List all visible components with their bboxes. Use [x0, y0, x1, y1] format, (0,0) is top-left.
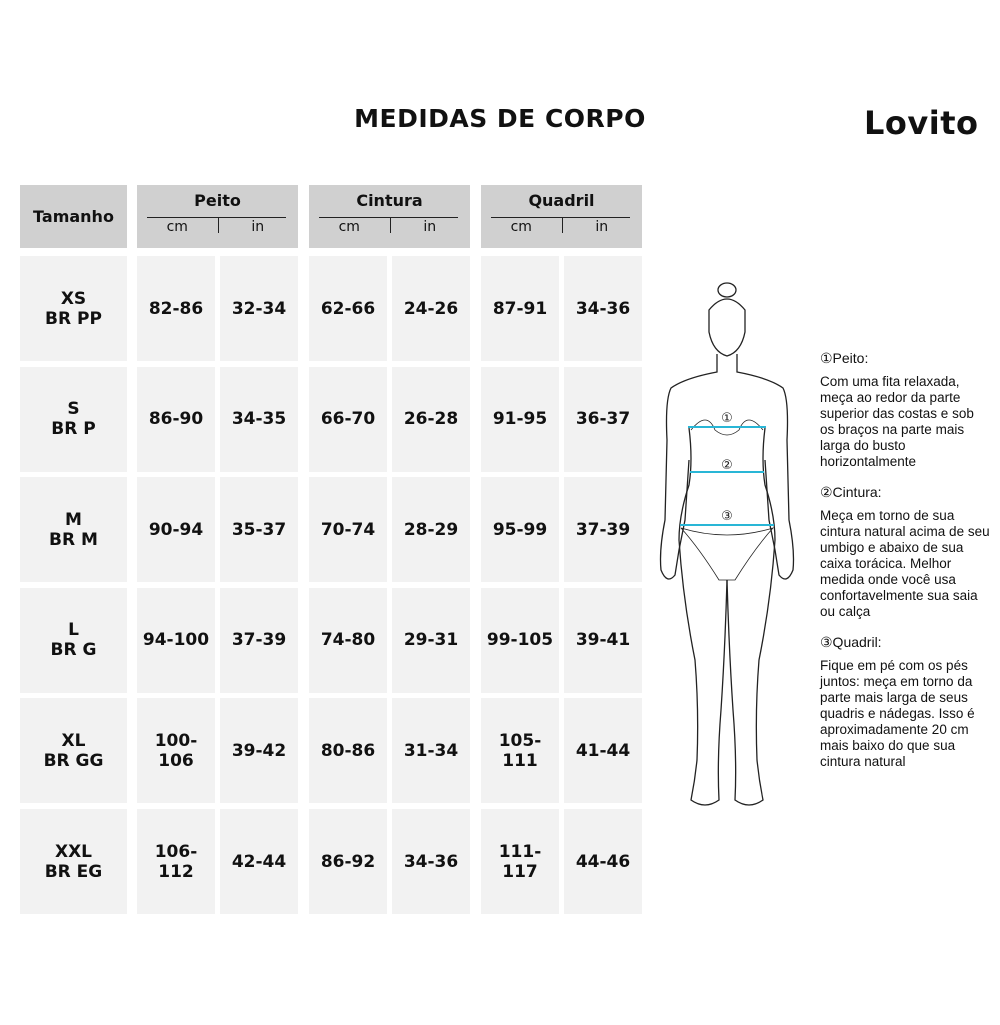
note-title-chest: ①Peito: [820, 350, 869, 366]
header-group-chest: Peito cm in [137, 185, 298, 248]
value-cell: 95-99 [481, 477, 559, 583]
unit-in: in [595, 219, 609, 235]
value-cell: 74-80 [309, 587, 387, 693]
header-size: Tamanho [20, 185, 127, 248]
value-cell: 24-26 [392, 256, 470, 361]
brand-logo: Lovito [864, 104, 979, 142]
size-cell: XXL BR EG [20, 809, 127, 914]
value-cell: 111-117 [481, 809, 559, 914]
value-cell: 99-105 [481, 587, 559, 693]
value-cell: 82-86 [137, 256, 215, 361]
br-size-label: BR P [51, 419, 96, 440]
header-group-hip: Quadril cm in [481, 185, 642, 248]
value-cell: 35-37 [220, 477, 298, 583]
marker-3: ③ [721, 509, 733, 524]
value-cell: 41-44 [564, 698, 642, 804]
value-cell: 105-111 [481, 698, 559, 804]
divider [491, 217, 630, 218]
value-cell: 86-92 [309, 809, 387, 914]
header-group-label: Cintura [356, 191, 423, 210]
value-cell: 36-37 [564, 366, 642, 472]
value-cell: 100-106 [137, 698, 215, 804]
value-cell: 34-36 [564, 256, 642, 361]
divider [561, 217, 563, 233]
size-cell: M BR M [20, 477, 127, 583]
br-size-label: BR EG [44, 861, 103, 882]
value-cell: 87-91 [481, 256, 559, 361]
size-label: XL [61, 730, 86, 751]
value-cell: 94-100 [137, 587, 215, 693]
size-label: XS [60, 288, 87, 309]
size-cell: XS BR PP [20, 256, 127, 361]
value-cell: 34-35 [220, 366, 298, 472]
value-cell: 70-74 [309, 477, 387, 583]
header-group-waist: Cintura cm in [309, 185, 470, 248]
body-figure: ① ② ③ [659, 282, 795, 806]
value-cell: 37-39 [220, 587, 298, 693]
value-cell: 28-29 [392, 477, 470, 583]
br-size-label: BR G [50, 640, 97, 661]
value-cell: 39-41 [564, 587, 642, 693]
br-size-label: BR M [49, 529, 98, 550]
value-cell: 66-70 [309, 366, 387, 472]
value-cell: 44-46 [564, 809, 642, 914]
size-label: L [68, 620, 79, 641]
size-label: XXL [54, 841, 93, 862]
size-label: S [67, 399, 80, 420]
note-text-chest: Com uma fita relaxada, meça ao redor da … [820, 374, 974, 469]
divider [147, 217, 286, 218]
marker-2: ② [721, 458, 733, 473]
value-cell: 42-44 [220, 809, 298, 914]
value-cell: 62-66 [309, 256, 387, 361]
unit-cm: cm [166, 219, 188, 235]
unit-cm: cm [510, 219, 532, 235]
divider [319, 217, 458, 218]
br-size-label: BR PP [45, 308, 102, 329]
value-cell: 29-31 [392, 587, 470, 693]
value-cell: 26-28 [392, 366, 470, 472]
note-title-waist: ②Cintura: [820, 484, 882, 500]
note-text-hip: Fique em pé com os pés juntos: meça em t… [820, 658, 975, 769]
value-cell: 90-94 [137, 477, 215, 583]
note-title-hip: ③Quadril: [820, 634, 882, 650]
value-cell: 34-36 [392, 809, 470, 914]
value-cell: 39-42 [220, 698, 298, 804]
size-cell: XL BR GG [20, 698, 127, 804]
header-group-label: Peito [194, 191, 241, 210]
value-cell: 80-86 [309, 698, 387, 804]
value-cell: 86-90 [137, 366, 215, 472]
size-cell: L BR G [20, 587, 127, 693]
size-cell: S BR P [20, 366, 127, 472]
unit-in: in [423, 219, 437, 235]
unit-in: in [251, 219, 265, 235]
value-cell: 31-34 [392, 698, 470, 804]
note-text-waist: Meça em torno de sua cintura natural aci… [820, 508, 990, 619]
page-title: MEDIDAS DE CORPO [354, 104, 646, 133]
measurement-notes: ①Peito: Com uma fita relaxada, meça ao r… [820, 350, 990, 784]
marker-1: ① [721, 411, 733, 426]
unit-cm: cm [338, 219, 360, 235]
br-size-label: BR GG [43, 750, 104, 771]
value-cell: 91-95 [481, 366, 559, 472]
divider [389, 217, 391, 233]
value-cell: 106-112 [137, 809, 215, 914]
value-cell: 37-39 [564, 477, 642, 583]
size-label: M [65, 509, 82, 530]
header-group-label: Quadril [528, 191, 595, 210]
divider [217, 217, 219, 233]
value-cell: 32-34 [220, 256, 298, 361]
